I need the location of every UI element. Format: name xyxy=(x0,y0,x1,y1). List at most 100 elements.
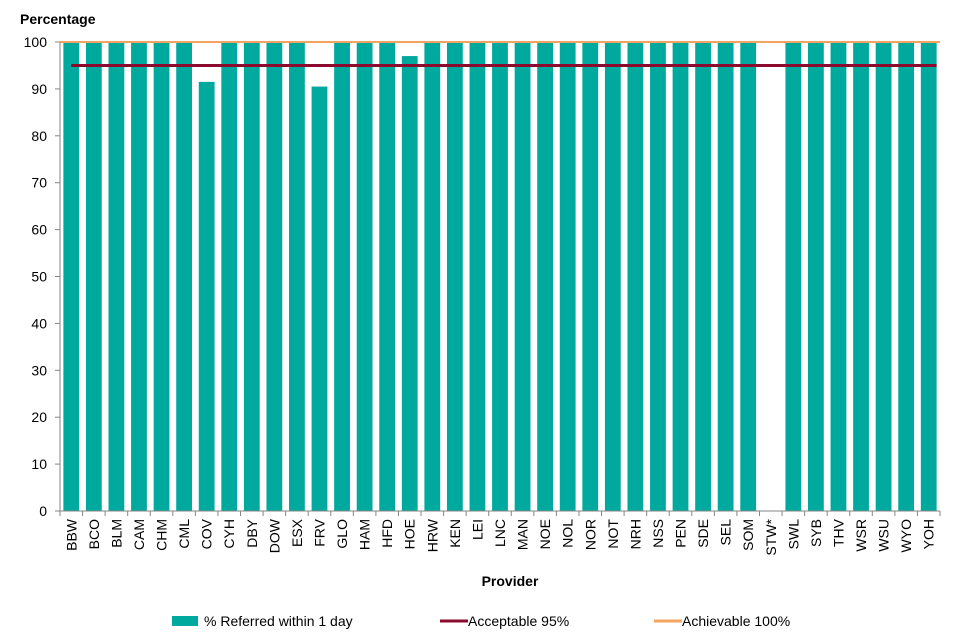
bar-man xyxy=(514,42,531,511)
bar-hrw xyxy=(424,42,441,511)
bar-dby xyxy=(243,42,260,511)
x-tick-label: WSR xyxy=(853,519,869,552)
x-tick-label: LEI xyxy=(469,519,485,540)
x-tick-label: YOH xyxy=(921,519,937,549)
bar-lnc xyxy=(492,42,508,511)
x-tick-label: MAN xyxy=(515,519,531,550)
x-tick-label: BCO xyxy=(86,519,102,549)
legend-label-referred: % Referred within 1 day xyxy=(204,613,353,629)
bar-bco xyxy=(85,42,102,511)
x-tick-label: NOR xyxy=(582,519,598,550)
bar-hfd xyxy=(379,42,396,511)
bar-syb xyxy=(808,42,824,511)
bar-wsr xyxy=(853,42,869,511)
y-tick-label: 70 xyxy=(31,175,47,191)
legend-label-achievable: Achievable 100% xyxy=(682,613,790,629)
legend-label-acceptable: Acceptable 95% xyxy=(468,613,569,629)
bar-hoe xyxy=(401,56,418,511)
bar-sde xyxy=(695,42,711,511)
bar-esx xyxy=(289,42,305,511)
bar-chm xyxy=(153,42,170,511)
x-tick-label: LNC xyxy=(492,519,508,547)
x-tick-label: NOL xyxy=(560,519,576,548)
x-tick-label: DOW xyxy=(266,518,282,553)
y-tick-label: 40 xyxy=(31,315,47,331)
bar-glo xyxy=(334,42,350,511)
x-tick-label: NSS xyxy=(650,519,666,548)
x-tick-label: ESX xyxy=(289,518,305,547)
bar-lei xyxy=(469,42,486,511)
bar-frv xyxy=(311,86,328,511)
bar-ham xyxy=(356,42,373,511)
bar-sel xyxy=(717,42,734,511)
bar-som xyxy=(740,42,757,511)
x-tick-label: THV xyxy=(830,518,846,547)
x-tick-label: FRV xyxy=(311,518,327,546)
x-tick-label: CAM xyxy=(131,519,147,550)
bar-noe xyxy=(537,42,554,511)
y-tick-label: 80 xyxy=(31,128,47,144)
y-ticks-group: 0 10 20 30 40 50 60 70 80 90 100 xyxy=(24,34,60,519)
x-tick-label: WYO xyxy=(898,519,914,553)
x-tick-label: NOE xyxy=(537,519,553,549)
x-axis-title: Provider xyxy=(482,573,539,589)
bar-thv xyxy=(830,42,847,511)
bar-wsu xyxy=(875,42,892,511)
y-tick-label: 10 xyxy=(31,456,47,472)
y-tick-label: 90 xyxy=(31,81,47,97)
y-tick-label: 20 xyxy=(31,409,47,425)
bar-cyh xyxy=(221,42,238,511)
x-tick-label: HFD xyxy=(379,519,395,548)
bar-ken xyxy=(446,42,463,511)
bar-dow xyxy=(266,42,283,511)
x-tick-label: HOE xyxy=(402,519,418,549)
bar-nss xyxy=(650,42,666,511)
bar-pen xyxy=(672,42,689,511)
x-tick-label: BLM xyxy=(108,519,124,548)
y-tick-label: 0 xyxy=(39,503,47,519)
y-tick-label: 50 xyxy=(31,269,47,285)
x-ticks-group: BBW BCO BLM CAM CHM CML COV CYH DBY DOW ESX FRV GLO H… xyxy=(59,511,941,556)
legend-swatch-referred xyxy=(172,616,198,626)
y-axis-title: Percentage xyxy=(20,11,96,27)
bar-cml xyxy=(176,42,192,511)
x-tick-label: STW* xyxy=(763,518,779,555)
legend: % Referred within 1 day Acceptable 95% Ach… xyxy=(172,613,790,629)
y-tick-label: 60 xyxy=(31,222,47,238)
x-tick-label: WSU xyxy=(876,519,892,552)
x-tick-label: HRW xyxy=(424,518,440,552)
x-tick-label: BBW xyxy=(63,518,79,551)
bar-yoh xyxy=(920,42,937,511)
bar-blm xyxy=(108,42,125,511)
bars-group xyxy=(63,42,937,512)
x-tick-label: SWL xyxy=(785,519,801,550)
bar-swl xyxy=(785,42,802,511)
x-tick-label: NRH xyxy=(627,519,643,549)
x-tick-label: SYB xyxy=(808,519,824,547)
x-tick-label: SEL xyxy=(718,519,734,546)
bar-bbw xyxy=(63,42,80,511)
bar-nrh xyxy=(627,42,644,511)
x-tick-label: HAM xyxy=(357,519,373,550)
x-tick-label: GLO xyxy=(334,519,350,549)
x-tick-label: DBY xyxy=(244,518,260,547)
y-tick-label: 100 xyxy=(24,34,48,50)
x-tick-label: COV xyxy=(199,518,215,549)
x-tick-label: CYH xyxy=(221,519,237,549)
bar-nor xyxy=(582,42,599,511)
reference-lines-group xyxy=(60,41,940,67)
x-tick-label: CHM xyxy=(154,519,170,551)
x-tick-label: CML xyxy=(176,519,192,549)
y-tick-label: 30 xyxy=(31,362,47,378)
bar-cov xyxy=(198,81,215,512)
x-tick-label: SOM xyxy=(740,519,756,551)
bar-wyo xyxy=(898,42,915,511)
x-tick-label: KEN xyxy=(447,519,463,548)
x-tick-label: SDE xyxy=(695,519,711,548)
bar-cam xyxy=(131,42,147,511)
bar-nol xyxy=(559,42,576,511)
bar-not xyxy=(604,42,621,511)
x-tick-label: PEN xyxy=(673,519,689,548)
x-tick-label: NOT xyxy=(605,519,621,549)
